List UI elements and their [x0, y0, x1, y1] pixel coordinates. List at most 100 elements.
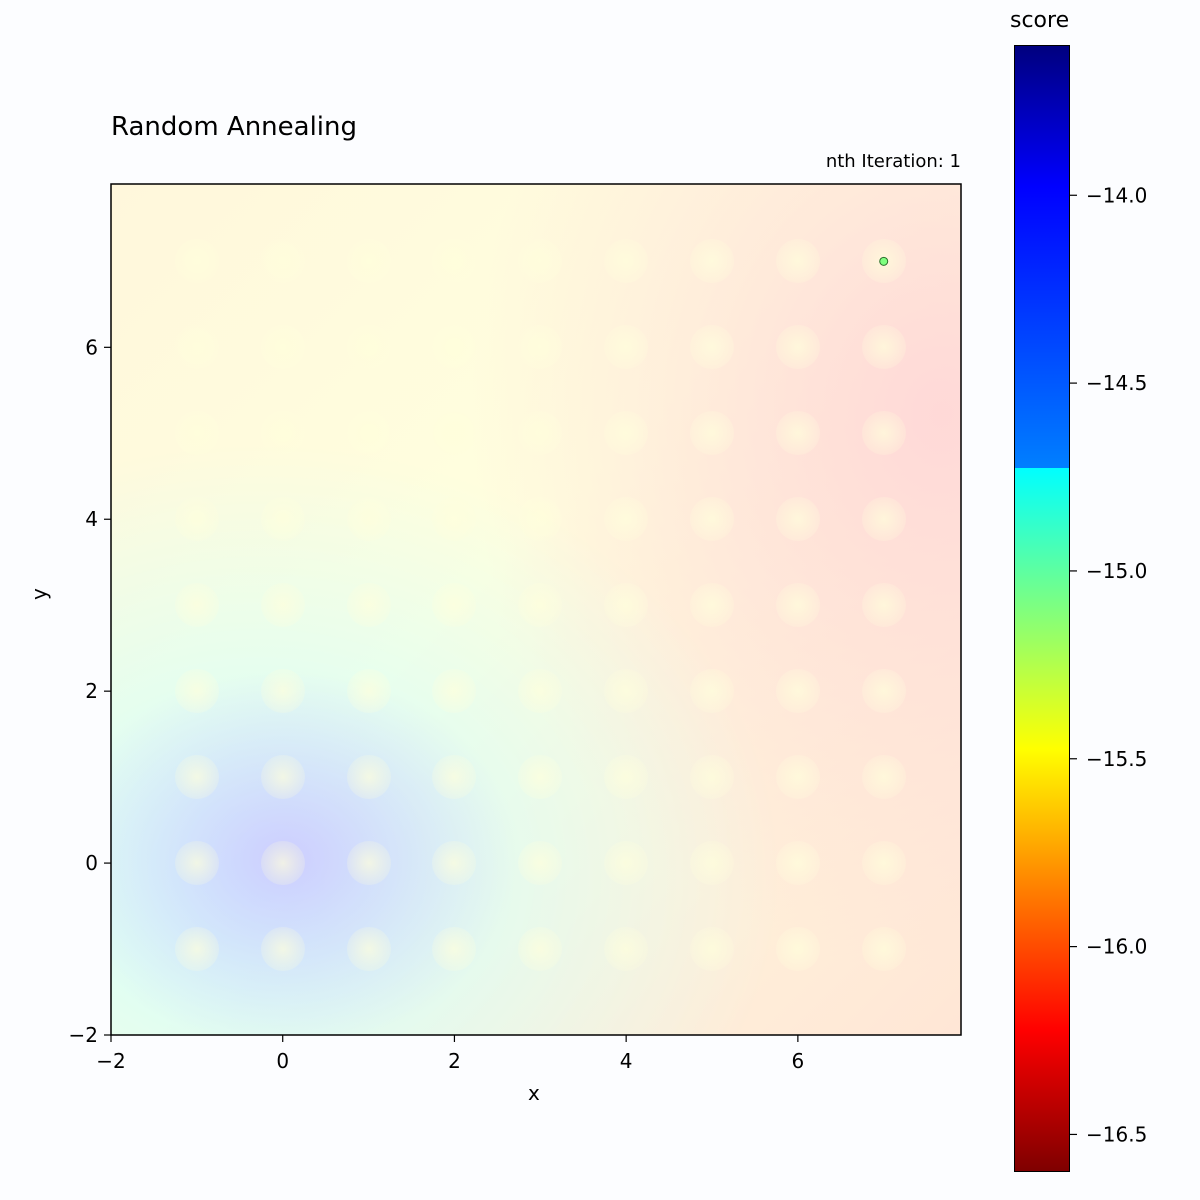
- colorbar-tick-label: −15.5: [1086, 747, 1147, 771]
- landscape-bump: [604, 239, 649, 284]
- landscape-bump: [346, 583, 391, 628]
- landscape-bump: [775, 927, 820, 972]
- landscape-bump: [518, 325, 563, 370]
- plot-frame: [110, 183, 962, 1036]
- landscape-bump: [174, 755, 219, 800]
- landscape-bump: [690, 927, 734, 972]
- landscape-bump: [432, 841, 477, 886]
- colorbar-tick-label: −15.0: [1086, 559, 1147, 583]
- landscape-bump: [174, 927, 219, 972]
- landscape-bump: [260, 239, 305, 284]
- landscape-bump: [861, 755, 906, 800]
- landscape-bump: [775, 325, 820, 370]
- landscape-bump: [775, 497, 820, 542]
- x-tick-label: 6: [792, 1049, 805, 1073]
- chart-title: Random Annealing: [111, 112, 358, 142]
- landscape-bump: [174, 239, 219, 284]
- landscape-bump: [174, 497, 219, 542]
- landscape-bump: [604, 583, 649, 628]
- landscape-bump: [690, 755, 734, 800]
- landscape-bump: [260, 583, 305, 628]
- landscape-bump: [604, 755, 649, 800]
- landscape-bump: [432, 497, 477, 542]
- landscape-bump: [861, 325, 906, 370]
- landscape-bump: [346, 497, 391, 542]
- landscape-bump: [260, 411, 305, 456]
- y-tick-label: 0: [85, 851, 98, 875]
- landscape-bump: [690, 411, 734, 456]
- iteration-annotation: nth Iteration: 1: [825, 151, 961, 172]
- landscape-bump: [690, 497, 734, 542]
- landscape-bump: [432, 927, 477, 972]
- landscape-bump: [260, 325, 305, 370]
- landscape-bump: [260, 927, 305, 972]
- landscape-bump: [432, 583, 477, 628]
- landscape-bump: [260, 841, 305, 886]
- landscape-bump: [346, 669, 391, 714]
- x-axis-label: x: [528, 1081, 540, 1105]
- x-tick-label: −2: [96, 1049, 125, 1073]
- landscape-bump: [260, 497, 305, 542]
- landscape-bump: [432, 755, 477, 800]
- landscape-bump: [775, 411, 820, 456]
- colorbar-tick-label: −16.0: [1086, 935, 1147, 959]
- y-axis-label: y: [27, 588, 51, 600]
- landscape-bump: [604, 497, 649, 542]
- landscape-bump: [690, 239, 734, 284]
- colorbar: [1014, 45, 1070, 1172]
- landscape-bump: [518, 497, 563, 542]
- landscape-bump: [518, 411, 563, 456]
- landscape-bump: [174, 325, 219, 370]
- landscape-bump: [346, 755, 391, 800]
- landscape-bump: [174, 669, 219, 714]
- landscape-bump: [690, 669, 734, 714]
- colorbar-tick-label: −14.0: [1086, 183, 1147, 207]
- landscape-bump: [861, 583, 906, 628]
- landscape-bump: [518, 841, 563, 886]
- landscape-bump: [260, 755, 305, 800]
- y-tick-label: −2: [69, 1023, 98, 1047]
- x-tick-label: 2: [448, 1049, 461, 1073]
- landscape-bump: [518, 583, 563, 628]
- landscape-bump: [346, 841, 391, 886]
- landscape-bump: [346, 411, 391, 456]
- landscape-bump: [775, 841, 820, 886]
- landscape-bump: [346, 239, 391, 284]
- landscape-bump: [604, 841, 649, 886]
- landscape-bump: [346, 927, 391, 972]
- landscape-bump: [518, 239, 563, 284]
- landscape-bump: [432, 669, 477, 714]
- landscape-bump: [775, 669, 820, 714]
- landscape-bump: [432, 411, 477, 456]
- landscape-bump: [775, 239, 820, 284]
- landscape-bump: [861, 497, 906, 542]
- landscape-bump: [775, 583, 820, 628]
- x-tick-label: 4: [620, 1049, 633, 1073]
- landscape-bump: [174, 411, 219, 456]
- y-tick-label: 6: [85, 335, 98, 359]
- landscape-bump: [174, 583, 219, 628]
- x-tick-label: 0: [276, 1049, 289, 1073]
- y-tick-label: 4: [85, 507, 98, 531]
- landscape-bump: [861, 841, 906, 886]
- landscape-bump: [604, 669, 649, 714]
- landscape-bump: [690, 841, 734, 886]
- heatmap-plot-area: [111, 184, 961, 1035]
- landscape-bump: [604, 325, 649, 370]
- y-tick-label: 2: [85, 679, 98, 703]
- landscape-bump: [518, 755, 563, 800]
- search-point: [879, 256, 889, 266]
- landscape-bump: [775, 755, 820, 800]
- landscape-bump: [690, 325, 734, 370]
- colorbar-tick-label: −14.5: [1086, 371, 1147, 395]
- colorbar-label: score: [1010, 8, 1070, 33]
- landscape-bump: [432, 325, 477, 370]
- landscape-bump: [861, 411, 906, 456]
- landscape-bump: [346, 325, 391, 370]
- landscape-bump: [518, 927, 563, 972]
- landscape-bump: [604, 411, 649, 456]
- landscape-bump: [861, 669, 906, 714]
- colorbar-tick-label: −16.5: [1086, 1122, 1147, 1146]
